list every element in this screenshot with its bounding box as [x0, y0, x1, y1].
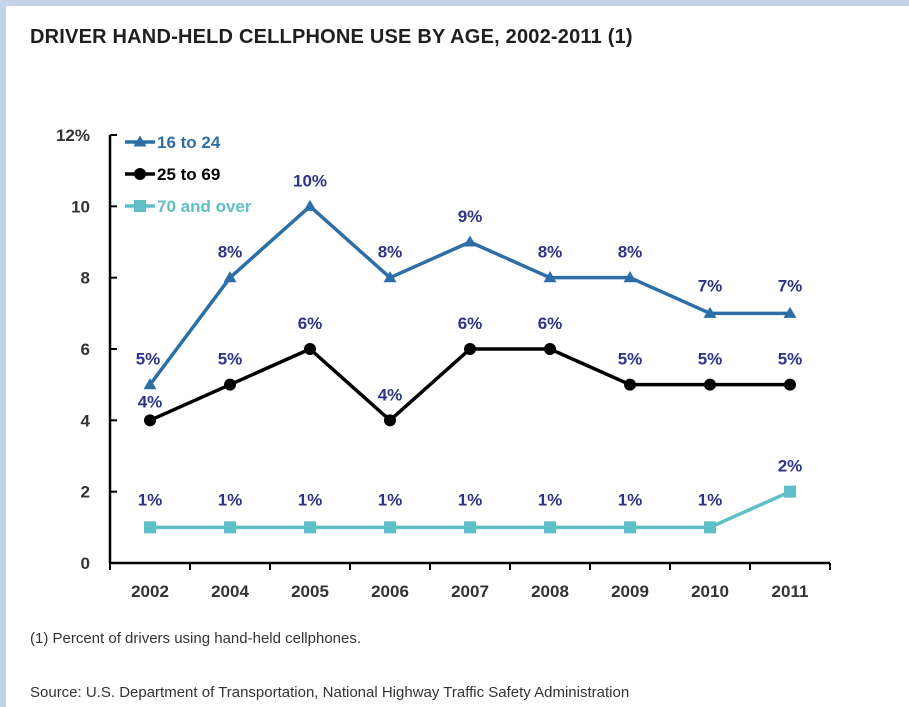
y-tick-label: 2 [81, 483, 90, 502]
footnote: (1) Percent of drivers using hand-held c… [30, 630, 362, 647]
series-lines [143, 199, 797, 534]
legend-label-70-and-over: 70 and over [157, 197, 252, 216]
chart-legend: 16 to 24 25 to 69 70 and over [125, 133, 252, 216]
data-point-25-to-69 [224, 378, 236, 391]
data-label-25-to-69: 5% [778, 350, 803, 369]
data-point-70-and-over [784, 485, 796, 498]
data-labels: 5% 8% 10% 8% 9% 8% 8% 7% 7% 4% 5% 6% 4% 6% 6% 5% 5% 5% 1% 1… [136, 171, 803, 509]
legend-label-16-to-24: 16 to 24 [157, 133, 221, 152]
data-label-70-and-over: 1% [138, 490, 163, 509]
data-point-16-to-24 [543, 271, 557, 283]
data-point-70-and-over [144, 521, 156, 534]
data-point-70-and-over [304, 521, 316, 534]
data-point-25-to-69 [304, 343, 316, 355]
data-point-25-to-69 [464, 343, 476, 355]
data-label-25-to-69: 5% [618, 350, 643, 369]
data-label-25-to-69: 5% [698, 350, 723, 369]
data-point-16-to-24 [623, 271, 637, 283]
x-tick-label: 2007 [451, 582, 489, 601]
data-point-16-to-24 [223, 271, 237, 283]
data-label-70-and-over: 1% [378, 490, 403, 509]
data-point-70-and-over [384, 521, 396, 534]
legend-marker-16-to-24 [133, 135, 147, 147]
data-label-16-to-24: 7% [698, 276, 723, 295]
data-label-70-and-over: 1% [298, 490, 323, 509]
series-line-16-to-24 [148, 204, 790, 386]
data-label-16-to-24: 8% [538, 243, 563, 262]
legend-label-25-to-69: 25 to 69 [157, 165, 220, 184]
data-point-70-and-over [224, 521, 236, 534]
data-point-16-to-24 [703, 306, 717, 318]
source-note: Source: U.S. Department of Transportatio… [30, 684, 630, 701]
data-point-16-to-24 [383, 271, 397, 283]
data-label-25-to-69: 6% [538, 314, 563, 333]
x-tick-label: 2005 [291, 582, 329, 601]
x-tick-label: 2002 [131, 582, 169, 601]
y-tick-label: 4 [81, 411, 91, 430]
x-tick-label: 2009 [611, 582, 649, 601]
data-point-16-to-24 [463, 235, 477, 247]
data-point-25-to-69 [784, 378, 796, 391]
y-tick-label: 0 [81, 554, 90, 573]
data-label-70-and-over: 1% [218, 490, 243, 509]
data-point-70-and-over [624, 521, 636, 534]
data-label-25-to-69: 6% [298, 314, 323, 333]
data-point-16-to-24 [143, 378, 157, 390]
data-point-16-to-24 [783, 306, 797, 318]
x-tick-label: 2004 [211, 582, 249, 601]
data-point-25-to-69 [544, 343, 556, 355]
y-tick-label: 8 [81, 269, 90, 288]
series-line-25-to-69 [149, 347, 790, 423]
data-label-16-to-24: 8% [218, 243, 243, 262]
x-tick-label: 2008 [531, 582, 569, 601]
x-tick-label: 2010 [691, 582, 729, 601]
data-label-16-to-24: 7% [778, 276, 803, 295]
data-point-70-and-over [464, 521, 476, 534]
data-label-25-to-69: 4% [378, 385, 403, 404]
data-label-16-to-24: 5% [136, 350, 161, 369]
data-label-16-to-24: 8% [618, 243, 643, 262]
data-label-16-to-24: 9% [458, 207, 483, 226]
data-label-25-to-69: 5% [218, 350, 243, 369]
data-label-16-to-24: 8% [378, 243, 403, 262]
data-label-70-and-over: 1% [538, 490, 563, 509]
data-point-25-to-69 [144, 414, 156, 427]
chart-title: DRIVER HAND-HELD CELLPHONE USE BY AGE, 2… [30, 26, 633, 48]
data-point-25-to-69 [384, 414, 396, 427]
data-point-16-to-24 [303, 199, 317, 211]
x-tick-label: 2011 [772, 582, 809, 601]
data-label-25-to-69: 4% [138, 392, 163, 411]
data-label-70-and-over: 1% [458, 490, 483, 509]
y-tick-label: 12% [56, 126, 90, 145]
y-tick-label: 10 [71, 197, 90, 216]
data-label-70-and-over: 1% [698, 490, 723, 509]
x-tick-label: 2006 [371, 582, 409, 601]
data-point-70-and-over [704, 521, 716, 534]
chart-axes: 12% 10 8 6 4 2 0 2002 2004 2005 2006 2007 2008 2009 20… [56, 126, 831, 601]
data-label-16-to-24: 10% [293, 171, 327, 190]
legend-marker-70-and-over [134, 200, 146, 212]
chart-panel [6, 6, 909, 707]
data-label-25-to-69: 6% [458, 314, 483, 333]
data-point-70-and-over [544, 521, 556, 534]
data-label-70-and-over: 2% [778, 457, 803, 476]
data-point-25-to-69 [704, 378, 716, 391]
y-tick-label: 6 [81, 340, 90, 359]
data-label-70-and-over: 1% [618, 490, 643, 509]
legend-marker-25-to-69 [134, 168, 146, 180]
data-point-25-to-69 [624, 378, 636, 391]
